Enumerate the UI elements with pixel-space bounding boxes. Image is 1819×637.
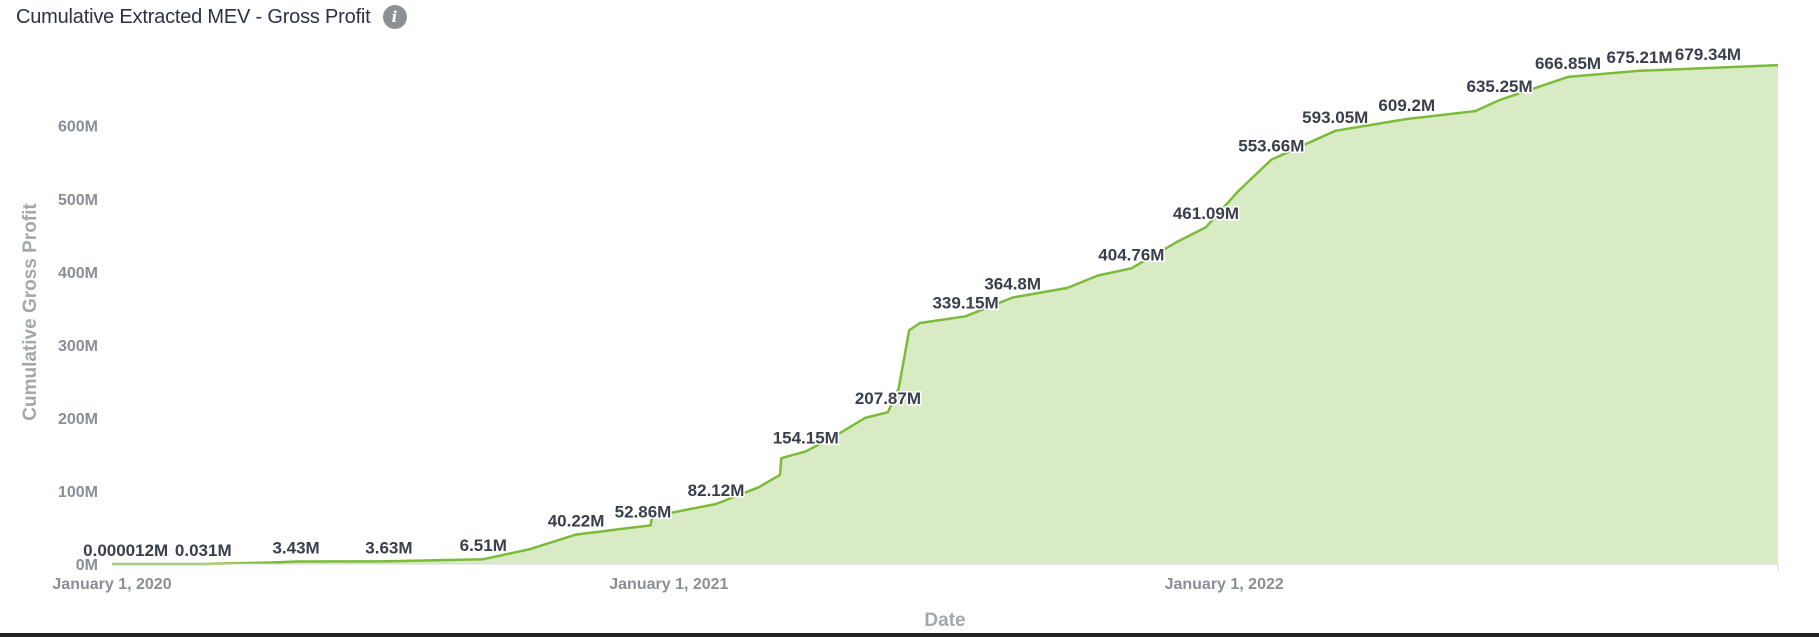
data-label: 553.66M (1238, 137, 1304, 156)
data-label: 339.15M (932, 293, 998, 312)
data-label: 3.63M (365, 538, 412, 557)
data-label: 40.22M (548, 512, 605, 531)
data-label: 0.031M (175, 541, 232, 560)
data-label: 52.86M (615, 502, 672, 521)
data-label: 154.15M (773, 428, 839, 447)
data-label: 635.25M (1466, 77, 1532, 96)
y-tick-label: 400M (58, 265, 98, 282)
data-label: 609.2M (1378, 96, 1435, 115)
y-tick-label: 300M (58, 338, 98, 355)
y-tick-label: 200M (58, 411, 98, 428)
y-axis-title: Cumulative Gross Profit (20, 203, 41, 421)
x-tick-label: January 1, 2021 (609, 576, 728, 593)
area-layer (112, 63, 1779, 566)
bottom-edge (0, 633, 1819, 637)
x-tick-label: January 1, 2020 (52, 576, 171, 593)
series-line (112, 63, 1779, 566)
data-label: 593.05M (1302, 108, 1368, 127)
data-label: 0.000012M (83, 541, 168, 560)
y-tick-label: 0M (76, 557, 98, 574)
data-label: 679.34M (1675, 45, 1741, 64)
y-tick-label: 100M (58, 484, 98, 501)
data-label: 666.85M (1535, 54, 1601, 73)
info-icon[interactable]: i (382, 5, 407, 29)
data-label: 6.51M (460, 536, 507, 555)
data-label-layer: 0.000012M 0.031M 3.43M 3.63M 6.51M 40.22M 52.8… (82, 43, 1743, 561)
data-label: 461.09M (1173, 204, 1239, 223)
data-label: 364.8M (984, 275, 1041, 294)
x-axis-title: Date (924, 610, 965, 631)
axis-layer: 0M 100M 200M 300M 400M 500M 600M January 1, 202… (52, 119, 1779, 593)
data-label: 3.43M (272, 538, 319, 557)
y-tick-label: 500M (58, 192, 98, 209)
area-fill (112, 65, 1778, 564)
data-label: 404.76M (1098, 245, 1164, 264)
data-label: 82.12M (688, 481, 745, 500)
data-label: 207.87M (855, 389, 921, 408)
x-tick-label: January 1, 2022 (1165, 576, 1284, 593)
y-tick-label: 600M (58, 119, 98, 136)
chart-title: Cumulative Extracted MEV - Gross Profit (16, 5, 371, 28)
data-label: 675.21M (1606, 48, 1672, 67)
chart-header: Cumulative Extracted MEV - Gross Profit … (16, 3, 407, 31)
